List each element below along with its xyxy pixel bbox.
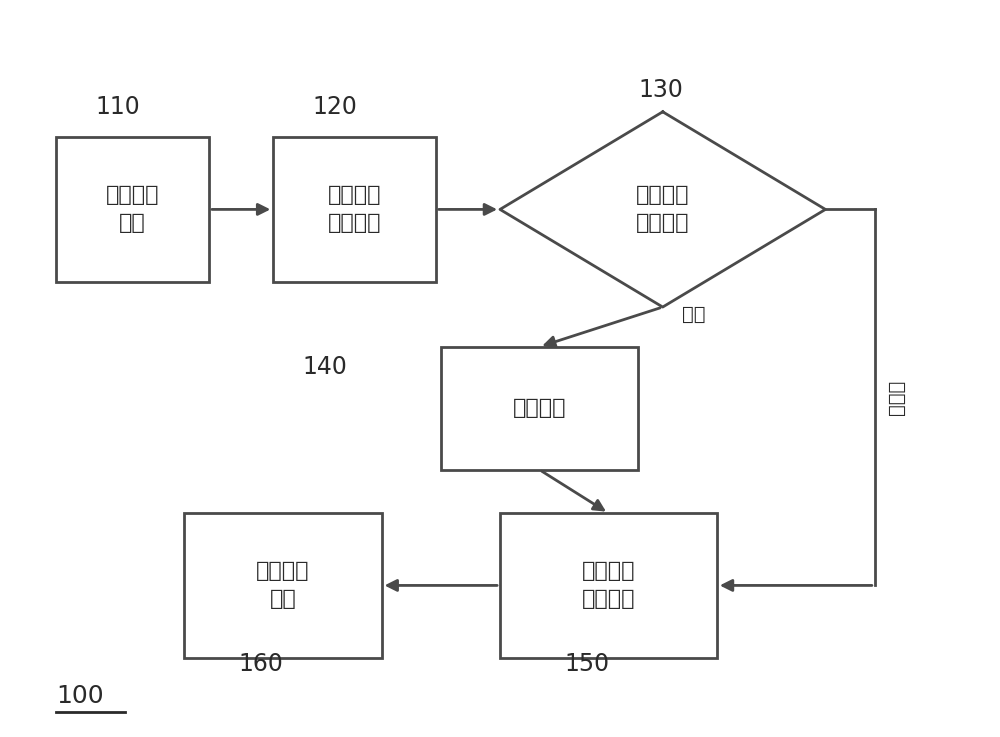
Text: 110: 110 [96,95,140,119]
Text: 背光系数
计算模块: 背光系数 计算模块 [328,186,381,234]
FancyBboxPatch shape [441,347,638,469]
Text: 通信接口
模块: 通信接口 模块 [106,186,159,234]
Text: 150: 150 [564,652,609,676]
Text: 串行外设
接口模块: 串行外设 接口模块 [582,562,635,609]
Polygon shape [500,112,825,307]
Text: 130: 130 [638,78,683,102]
FancyBboxPatch shape [184,513,382,657]
Text: 背光显示
模块: 背光显示 模块 [256,562,310,609]
Text: 滤波模块: 滤波模块 [513,398,566,419]
Text: 160: 160 [239,652,284,676]
FancyBboxPatch shape [273,137,436,282]
Text: 未变换: 未变换 [887,380,906,415]
Text: 120: 120 [313,95,358,119]
Text: 100: 100 [56,685,104,708]
Text: 140: 140 [303,355,348,380]
Text: 变换: 变换 [682,305,706,324]
Text: 场景变换
判断模块: 场景变换 判断模块 [636,186,689,234]
FancyBboxPatch shape [56,137,209,282]
FancyBboxPatch shape [500,513,717,657]
